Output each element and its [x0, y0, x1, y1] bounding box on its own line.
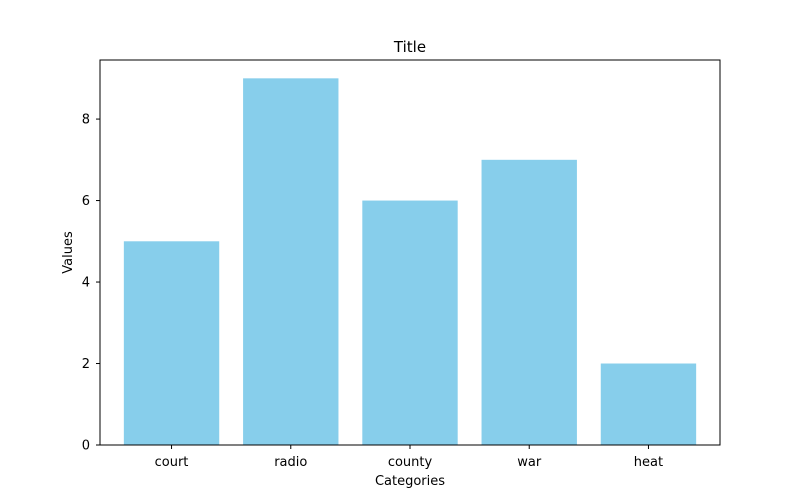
x-tick-label-radio: radio	[274, 455, 307, 470]
x-tick-label-war: war	[517, 455, 542, 470]
x-tick-label-heat: heat	[634, 455, 663, 470]
y-tick-label-6: 6	[82, 194, 90, 209]
chart-title: Title	[393, 38, 426, 56]
bar-heat	[600, 363, 697, 445]
y-tick-label-0: 0	[82, 439, 90, 454]
bars-layer	[123, 78, 697, 445]
y-axis-label: Values	[61, 231, 76, 274]
x-axis-ticks: court radio county war heat	[155, 445, 663, 470]
x-tick-label-court: court	[155, 455, 189, 470]
y-tick-label-8: 8	[82, 113, 90, 128]
plot-area-frame	[99, 59, 721, 446]
y-tick-label-2: 2	[82, 357, 90, 372]
y-axis-ticks: 0 2 4 6 8	[82, 113, 100, 454]
bar-court	[123, 241, 220, 445]
y-tick-label-4: 4	[82, 276, 90, 291]
bar-county	[362, 200, 458, 445]
bar-war	[481, 159, 577, 445]
x-axis-label: Categories	[375, 474, 445, 489]
x-tick-label-county: county	[388, 455, 433, 470]
bar-radio	[243, 78, 339, 445]
